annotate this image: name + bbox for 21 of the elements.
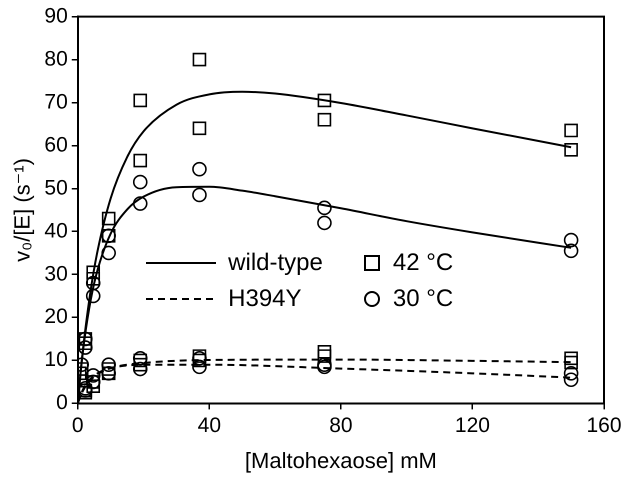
y-tick-label: 20 [44,305,68,328]
y-tick-label: 70 [44,90,68,114]
y-tick-label: 90 [44,4,68,28]
x-axis-title: [Maltohexaose] mM [244,448,437,473]
y-tick-label: 60 [44,133,68,156]
x-tick-label: 160 [586,414,622,437]
y-tick-label: 10 [44,348,68,372]
legend-label: wild-type [228,248,323,277]
y-axis-title: v₀/[E] (s⁻¹) [9,158,34,262]
y-tick-label: 30 [44,262,68,286]
y-tick-label: 40 [44,219,68,242]
y-tick-label: 0 [56,391,68,414]
x-tick-label: 40 [198,414,221,437]
x-tick-label: 120 [454,414,490,437]
x-tick-label: 0 [72,414,84,437]
legend-label: 42 °C [392,248,454,277]
x-tick-label: 80 [329,414,353,437]
y-tick-label: 50 [44,176,68,200]
y-tick-label: 80 [44,47,68,70]
legend-label: H394Y [228,284,302,313]
legend-label: 30 °C [392,284,454,313]
